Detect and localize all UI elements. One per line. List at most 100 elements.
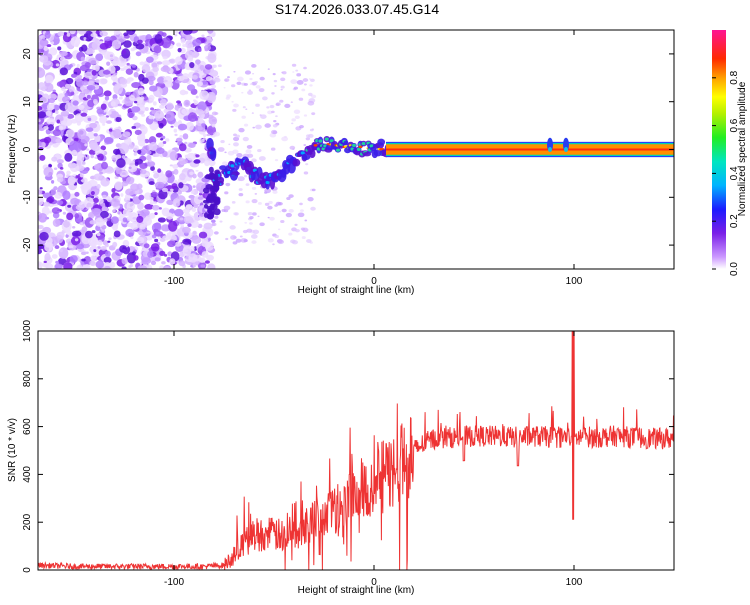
spectrogram-noise-blob [177,107,187,117]
spectrogram-noise-blob [303,171,309,175]
spectrogram-noise-blob [108,237,112,240]
spectrogram-noise-blob [55,63,60,67]
spectrogram-noise-blob [188,142,196,148]
spectrogram-noise-blob [192,254,202,262]
spectrogram-noise-blob [236,76,244,82]
spectrogram-noise-blob [141,113,146,117]
spectrogram-noise-blob [173,121,180,128]
spectrogram-noise-blob [202,80,207,85]
spectrogram-noise-blob [90,255,97,262]
spectrogram-noise-blob [280,88,283,91]
spectrogram-noise-blob [127,144,134,150]
spectrogram-noise-blob [93,164,100,170]
spectrogram-noise-blob [44,74,54,84]
snr-ylabel: SNR (10 * v/v) [7,418,18,482]
spectrogram-noise-blob [295,228,300,233]
spectrogram-noise-blob [152,101,157,106]
spectrogram-noise-blob [91,144,101,152]
spectrogram-noise-blob [38,189,43,195]
spectrogram-noise-blob [161,187,169,193]
spectrogram-noise-blob [166,240,176,248]
spectrogram-noise-blob [187,223,192,228]
spectrogram-noise-blob [251,112,254,114]
spectrogram-noise-blob [60,110,70,117]
spectrogram-noise-blob [100,145,107,151]
spectrogram-noise-blob [191,236,202,244]
spectrogram-noise-blob [141,64,151,73]
spectrogram-noise-blob [84,197,94,209]
spectrogram-noise-blob [157,217,166,223]
spectrogram-noise-blob [146,161,156,167]
spectrogram-noise-blob [161,60,171,66]
spectrogram-noise-blob [274,159,279,162]
spectrogram-noise-blob [293,109,301,115]
spectrogram-noise-blob [211,84,217,89]
ridge-core-blob [212,179,220,188]
spectrogram-noise-blob [224,78,230,82]
spectrogram-noise-blob [97,153,104,161]
spectrogram-noise-blob [38,82,46,90]
spectrogram-noise-blob [126,62,130,66]
spectrogram-noise-blob [185,40,193,49]
spectrogram-noise-blob [39,187,43,190]
spectrogram-noise-blob [245,149,252,154]
spectrogram-noise-blob [182,245,192,257]
spectrogram-noise-blob [243,82,248,86]
spectrogram-noise-blob [175,30,179,34]
spectrogram-noise-blob [237,176,245,182]
spectrogram-noise-blob [120,193,124,197]
spectrogram-noise-blob [131,81,141,89]
spectrogram-noise-blob [113,230,121,238]
spectrogram-noise-blob [54,245,60,250]
spectrogram-noise-blob [174,179,178,184]
spectrogram-noise-blob [145,43,149,47]
spectrogram-noise-blob [123,32,129,37]
spectrogram-noise-blob [290,101,293,103]
colorbar-tick-label: 0.4 [729,166,740,180]
spectrogram-noise-blob [90,240,98,247]
spectrogram-noise-blob [270,147,276,151]
spectrogram-noise-blob [95,53,104,62]
spectrogram-noise-blob [236,81,242,86]
spectrogram-noise-blob [304,219,308,222]
spectrogram-noise-blob [128,264,132,269]
ridge-peak-blob [313,144,318,147]
spectrogram-noise-blob [269,104,275,109]
spectrogram-noise-blob [223,87,226,89]
spectrogram-noise-blob [133,152,137,156]
spectrogram-noise-blob [136,236,145,244]
spectrogram-noise-blob [81,226,88,233]
ridge-hot-blob [336,148,340,152]
spectrogram-noise-blob [101,206,109,213]
spectrogram-noise-blob [38,119,41,123]
spectrogram-noise-blob [50,180,55,184]
ridge-core-blob [212,197,221,206]
spectrogram-noise-blob [186,84,196,92]
spectrogram-noise-blob [117,114,121,118]
spectrogram-noise-blob [61,86,66,92]
spectrogram-noise-blob [115,167,123,175]
spectrogram-noise-blob [222,161,228,166]
spectrogram-noise-blob [126,201,136,212]
spectrogram-ytick-label: 10 [22,96,33,108]
spectrogram-noise-blob [223,205,231,211]
spectrogram-noise-blob [47,196,55,203]
spectrogram-noise-blob [81,44,88,52]
spectrogram-noise-blob [252,72,255,75]
spectrogram-noise-blob [51,254,58,259]
spectrogram-noise-blob [149,85,158,92]
spectrogram-noise-blob [38,67,43,72]
spectrogram-noise-blob [169,258,176,265]
ridge-peak-blob [358,145,363,149]
spectrogram-noise-blob [229,225,236,230]
spectrogram-noise-blob [53,167,58,170]
spectrogram-noise-blob [84,230,93,239]
spectrogram-noise-blob [149,141,158,151]
spectrogram-noise-blob [197,101,207,112]
spectrogram-noise-blob [291,63,297,67]
spectrogram-noise-blob [299,124,304,129]
spectrogram-noise-blob [134,100,138,104]
spectrogram-xtick-label: 0 [371,276,377,287]
spectrogram-noise-blob [199,64,205,71]
spectrogram-noise-blob [38,261,43,269]
